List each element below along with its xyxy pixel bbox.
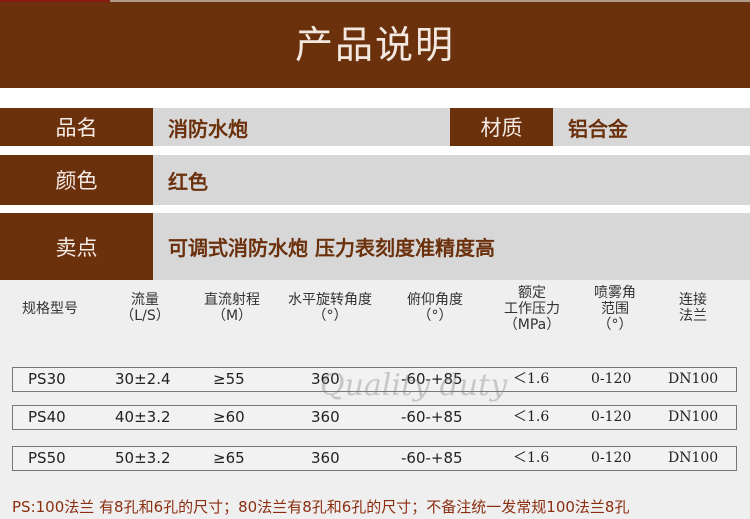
table-cell: 360 <box>311 408 340 426</box>
column-header-line: 额定 <box>518 285 546 301</box>
table-row: PS40 40±3.2 ≥60 360 -60-+85 ＜1.6 0-120 DN100 <box>12 405 737 430</box>
label-color: 颜色 <box>0 155 153 205</box>
table-cell: DN100 <box>668 409 719 425</box>
top-border <box>0 0 750 2</box>
column-header-line: 连接 <box>679 292 707 308</box>
spec-table <box>0 280 750 519</box>
table-row: PS50 50±3.2 ≥65 360 -60-+85 ＜1.6 0-120 DN100 <box>12 446 737 471</box>
table-cell: ≥65 <box>213 449 245 467</box>
table-cell: 0-120 <box>591 409 632 425</box>
column-header: 流量 （L/S） <box>90 292 200 324</box>
watermark: Quality duty <box>320 368 508 403</box>
table-cell: -60-+85 <box>401 408 463 426</box>
footnote: PS:100法兰 有8孔和6孔的尺寸；80法兰有8孔和6孔的尺寸；不备注统一发常… <box>12 498 630 516</box>
column-header: 规格型号 <box>0 301 105 317</box>
label-name: 品名 <box>0 108 153 146</box>
table-cell: ＜1.6 <box>513 371 550 387</box>
column-header-line: （°） <box>312 308 348 324</box>
column-header-line: 工作压力 <box>504 301 560 317</box>
column-header-line: 流量 <box>131 292 159 308</box>
top-accent <box>0 0 110 3</box>
column-header-line: 水平旋转角度 <box>288 292 372 308</box>
table-cell: 360 <box>311 370 340 388</box>
table-cell: 360 <box>311 449 340 467</box>
column-header: 喷雾角 范围 （°） <box>560 285 670 333</box>
table-cell: PS50 <box>28 449 66 467</box>
table-cell: ＜1.6 <box>513 450 550 466</box>
table-cell: DN100 <box>668 371 719 387</box>
value-color: 红色 <box>153 155 750 205</box>
value-name: 消防水炮 <box>153 108 450 146</box>
column-header-line: （M） <box>211 308 253 324</box>
table-cell: -60-+85 <box>401 449 463 467</box>
label-material: 材质 <box>450 108 553 146</box>
column-header: 连接 法兰 <box>638 292 748 324</box>
value-material: 铝合金 <box>553 108 750 146</box>
table-cell: PS30 <box>28 370 66 388</box>
column-header-line: 法兰 <box>679 308 707 324</box>
table-cell: PS40 <box>28 408 66 426</box>
table-cell: 0-120 <box>591 371 632 387</box>
table-cell: 0-120 <box>591 450 632 466</box>
table-cell: ≥60 <box>213 408 245 426</box>
table-cell: -60-+85 <box>401 370 463 388</box>
column-header-line: 俯仰角度 <box>407 292 463 308</box>
table-cell: ＜1.6 <box>513 409 550 425</box>
column-header: 直流射程 （M） <box>177 292 287 324</box>
column-header-line: 直流射程 <box>204 292 260 308</box>
column-header-line: （MPa） <box>503 317 561 333</box>
column-header: 水平旋转角度 （°） <box>275 292 385 324</box>
column-header-line: （°） <box>417 308 453 324</box>
column-header: 额定 工作压力 （MPa） <box>477 285 587 333</box>
label-selling-point: 卖点 <box>0 213 153 280</box>
value-selling-point: 可调式消防水炮 压力表刻度准精度高 <box>153 213 750 280</box>
column-header-line: 喷雾角 <box>594 285 636 301</box>
column-header-line: 规格型号 <box>22 301 78 317</box>
table-cell: ≥55 <box>213 370 245 388</box>
column-header-line: 范围 <box>601 301 629 317</box>
column-header: 俯仰角度 （°） <box>380 292 490 324</box>
table-row: PS30 30±2.4 ≥55 360 -60-+85 ＜1.6 0-120 DN100 <box>12 367 737 392</box>
table-cell: 50±3.2 <box>115 449 171 467</box>
column-header-line: （L/S） <box>120 308 170 324</box>
table-cell: DN100 <box>668 450 719 466</box>
column-header-line: （°） <box>597 317 633 333</box>
table-cell: 30±2.4 <box>115 370 171 388</box>
page-title: 产品说明 <box>0 2 750 88</box>
table-cell: 40±3.2 <box>115 408 171 426</box>
